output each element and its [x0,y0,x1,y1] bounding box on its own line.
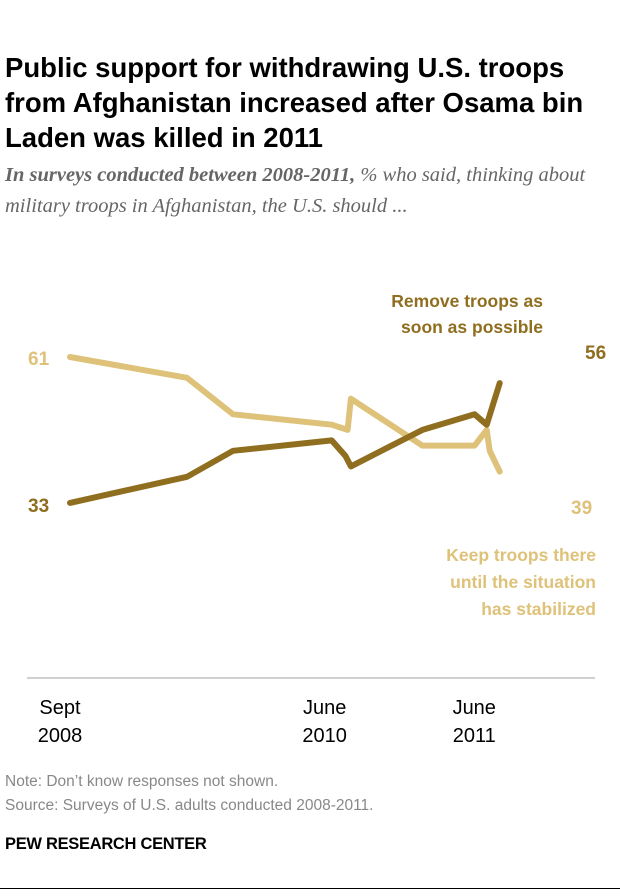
subtitle-bold: In surveys conducted between 2008-2011, [5,164,356,186]
brand-logo-text: PEW RESEARCH CENTER [5,835,207,853]
series-line-remove [67,380,503,506]
series-line-keep [67,354,503,475]
remove-end-value: 56 [585,343,606,364]
remove-label-line-2: soon as possible [401,317,543,337]
remove-start-value: 33 [28,496,49,517]
x-tick-label: June [453,697,496,719]
keep-label-line-1: Keep troops there [446,545,596,565]
subtitle-rest: % who said, thinking about military troo… [5,164,586,217]
x-tick-label: June [303,697,346,719]
keep-start-value: 61 [28,349,50,370]
chart-subtitle: In surveys conducted between 2008-2011, … [5,160,615,222]
chart-title: Public support for withdrawing U.S. troo… [5,52,584,153]
keep-end-value: 39 [571,498,592,519]
bottom-divider [0,888,620,889]
note-text: Note: Don’t know responses not shown. [5,773,279,790]
x-tick-label: 2008 [38,725,83,747]
x-tick-label: 2011 [453,725,496,747]
x-tick-label: 2010 [302,725,347,747]
remove-label-line-1: Remove troops as [391,291,543,311]
chart-notes: Note: Don’t know responses not shown. So… [5,770,374,818]
keep-label-line-3: has stabilized [481,599,596,619]
source-text: Source: Surveys of U.S. adults conducted… [5,797,374,814]
x-tick-label: Sept [39,697,81,719]
keep-label-line-2: until the situation [450,572,596,592]
